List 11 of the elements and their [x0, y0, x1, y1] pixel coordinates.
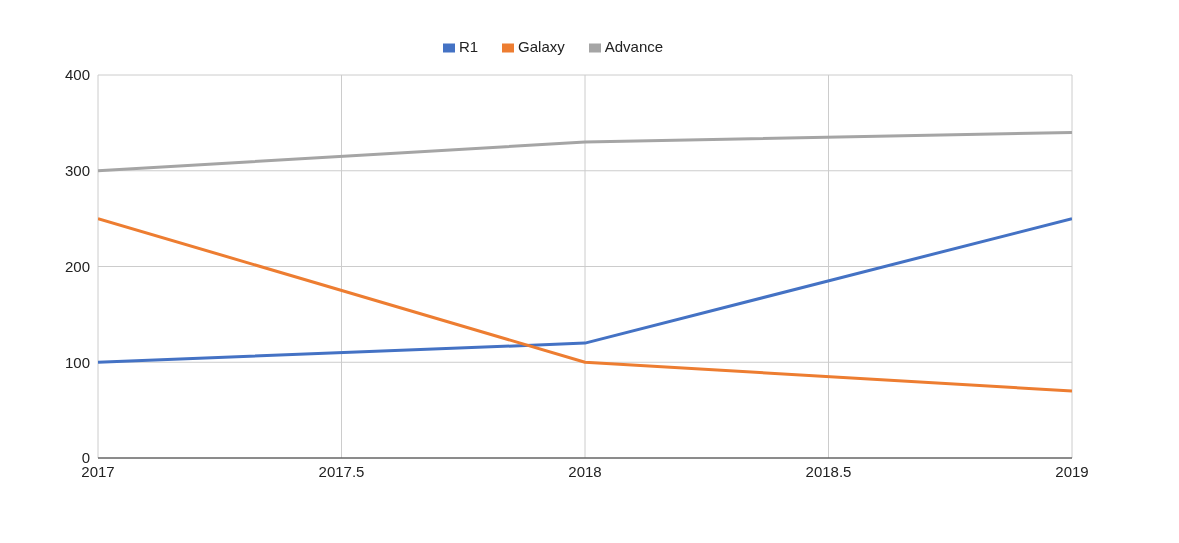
legend-label: Advance	[604, 38, 664, 55]
x-tick-label: 2017.5	[318, 462, 365, 480]
legend-label: Galaxy	[518, 38, 565, 55]
y-tick-label: 100	[64, 353, 90, 371]
legend-label: R1	[458, 38, 479, 55]
y-tick-label: 400	[64, 66, 90, 84]
x-tick-label: 2019	[1055, 462, 1089, 480]
x-tick-label: 2018.5	[805, 462, 852, 480]
x-tick-label: 2018	[568, 462, 602, 480]
y-tick-label: 300	[64, 162, 90, 180]
y-tick-label: 200	[64, 257, 90, 275]
